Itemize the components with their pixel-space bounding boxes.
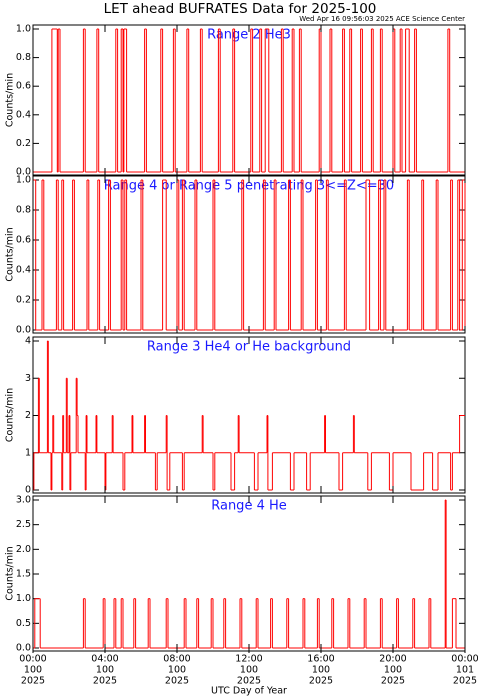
y-axis-label: Counts/min [5,546,16,600]
x-tick-label: 2025 [165,676,189,687]
y-tick-label: 3 [25,373,31,384]
y-axis-label: Counts/min [5,388,16,442]
x-tick-label: 100 [240,665,258,676]
y-tick-label: 0.4 [16,265,31,276]
y-tick-label: 4 [25,336,31,347]
x-axis-label: UTC Day of Year [211,686,287,697]
y-tick-label: 0.6 [16,81,31,92]
x-tick-label: 16:00 [307,654,334,665]
y-tick-label: 0.5 [16,618,31,629]
y-tick-label: 2 [25,410,31,421]
y-tick-label: 1.0 [16,593,31,604]
timestamp: Wed Apr 16 09:56:03 2025 ACE Science Cen… [299,15,465,23]
y-tick-label: 0.8 [16,205,31,216]
panel-frame [32,336,466,494]
x-tick-label: 100 [96,665,114,676]
x-tick-label: 08:00 [163,654,190,665]
y-tick-label: 0 [25,485,31,496]
y-tick-label: 0.2 [16,295,31,306]
x-tick-label: 2025 [381,676,405,687]
x-tick-label: 00:00 [19,654,46,665]
panel-title: Range 3 He4 or He background [147,340,351,355]
x-tick-label: 2025 [237,676,261,687]
y-tick-label: 0.6 [16,235,31,246]
x-tick-label: 2025 [453,676,477,687]
y-tick-label: 0.0 [16,325,31,336]
y-tick-label: 1 [25,447,31,458]
panel-title: Range 2 He3 [207,28,291,43]
y-axis-label: Counts/min [5,73,16,127]
y-tick-label: 0.0 [16,643,31,654]
y-axis-label: Counts/min [5,227,16,281]
x-tick-label: 2025 [21,676,45,687]
x-tick-label: 101 [456,665,474,676]
y-tick-label: 0.0 [16,167,31,178]
y-tick-label: 1.5 [16,569,31,580]
panel-title: Range 4 He [211,499,287,514]
x-tick-label: 04:00 [91,654,118,665]
x-tick-label: 100 [312,665,330,676]
x-tick-label: 12:00 [235,654,262,665]
y-tick-label: 0.4 [16,109,31,120]
y-tick-label: 0.2 [16,138,31,149]
y-tick-label: 1.0 [16,175,31,186]
y-tick-label: 2.0 [16,544,31,555]
y-tick-label: 2.5 [16,519,31,530]
y-tick-label: 3.0 [16,495,31,506]
y-tick-label: 1.0 [16,24,31,35]
x-tick-label: 2025 [309,676,333,687]
panel-frame [32,495,466,652]
x-tick-label: 2025 [93,676,117,687]
x-tick-label: 20:00 [379,654,406,665]
x-tick-label: 100 [168,665,186,676]
x-tick-label: 100 [384,665,402,676]
x-tick-label: 00:00 [451,654,478,665]
page-title: LET ahead BUFRATES Data for 2025-100 [104,1,377,17]
panel-title: Range 4 or Range 5 penetrating 3<=Z<=30 [104,179,394,194]
y-tick-label: 0.8 [16,52,31,63]
x-tick-label: 100 [24,665,42,676]
